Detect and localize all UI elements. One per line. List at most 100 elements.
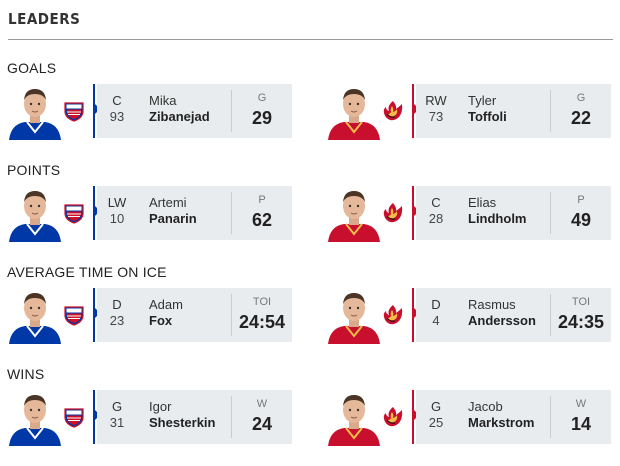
player-number: 25 — [428, 415, 444, 430]
team-color-bar — [412, 84, 414, 138]
team-color-bar — [93, 390, 95, 444]
leader-section: GOALS C 93 Mika Zibanejad G 29 RW 73 Tyler Toffoli… — [0, 60, 620, 160]
leader-card[interactable]: RW 73 Tyler Toffoli G 22 — [326, 82, 611, 140]
player-position: C — [112, 93, 122, 108]
player-number: 73 — [428, 109, 444, 124]
player-info-panel: LW 10 Artemi Panarin P 62 — [97, 186, 292, 240]
flames-logo-icon — [382, 304, 404, 326]
player-number: 10 — [109, 211, 125, 226]
player-last-name[interactable]: Panarin — [149, 211, 197, 226]
player-position: D — [112, 297, 122, 312]
player-position: G — [430, 399, 442, 414]
rangers-logo-icon — [63, 304, 85, 326]
player-info-panel: G 31 Igor Shesterkin W 24 — [97, 390, 292, 444]
category-label: WINS — [7, 366, 45, 382]
player-last-name[interactable]: Shesterkin — [149, 415, 216, 430]
player-first-name: Mika — [149, 93, 177, 108]
player-photo — [326, 184, 382, 242]
player-last-name[interactable]: Markstrom — [468, 415, 535, 430]
player-last-name[interactable]: Toffoli — [468, 109, 507, 124]
leader-section: AVERAGE TIME ON ICE D 23 Adam Fox TOI 24:54 D 4 R… — [0, 264, 620, 364]
player-position: D — [431, 297, 441, 312]
leader-card[interactable]: C 93 Mika Zibanejad G 29 — [7, 82, 292, 140]
stat-label: P — [258, 194, 266, 206]
team-color-bar — [412, 186, 414, 240]
player-first-name: Tyler — [468, 93, 497, 108]
rangers-logo-icon — [63, 202, 85, 224]
title-divider — [8, 39, 613, 40]
player-number: 4 — [432, 313, 440, 328]
player-first-name: Artemi — [149, 195, 187, 210]
player-last-name[interactable]: Lindholm — [468, 211, 527, 226]
leader-section: POINTS LW 10 Artemi Panarin P 62 C 28 Elias Lindho… — [0, 162, 620, 262]
leader-card[interactable]: D 23 Adam Fox TOI 24:54 — [7, 286, 292, 344]
stat-divider — [550, 192, 551, 234]
category-label: POINTS — [7, 162, 61, 178]
player-photo — [7, 82, 63, 140]
flames-logo-icon — [382, 202, 404, 224]
player-last-name[interactable]: Zibanejad — [149, 109, 210, 124]
stat-label: TOI — [571, 296, 591, 308]
stat-value: 24:54 — [238, 312, 286, 332]
player-position: LW — [107, 195, 127, 210]
page-title: LEADERS — [8, 10, 81, 28]
stat-value: 14 — [570, 414, 592, 434]
team-color-bar — [93, 84, 95, 138]
player-info-panel: D 4 Rasmus Andersson TOI 24:35 — [416, 288, 611, 342]
stat-value: 49 — [570, 210, 592, 230]
player-photo — [7, 388, 63, 446]
player-info-panel: D 23 Adam Fox TOI 24:54 — [97, 288, 292, 342]
stat-divider — [231, 192, 232, 234]
team-color-bar — [412, 390, 414, 444]
player-first-name: Igor — [149, 399, 172, 414]
team-color-bar — [412, 288, 414, 342]
player-photo — [326, 82, 382, 140]
stat-divider — [550, 294, 551, 336]
player-photo — [7, 286, 63, 344]
stat-label: P — [577, 194, 585, 206]
category-label: GOALS — [7, 60, 57, 76]
player-info-panel: C 28 Elias Lindholm P 49 — [416, 186, 611, 240]
player-first-name: Rasmus — [468, 297, 516, 312]
stat-divider — [231, 396, 232, 438]
stat-label: G — [576, 92, 586, 104]
flames-logo-icon — [382, 406, 404, 428]
player-position: RW — [425, 93, 447, 108]
rangers-logo-icon — [63, 406, 85, 428]
team-color-bar — [93, 186, 95, 240]
player-position: C — [431, 195, 441, 210]
team-color-bar — [93, 288, 95, 342]
stat-label: TOI — [252, 296, 272, 308]
leader-card[interactable]: G 31 Igor Shesterkin W 24 — [7, 388, 292, 446]
stat-value: 62 — [251, 210, 273, 230]
player-first-name: Adam — [149, 297, 183, 312]
player-last-name[interactable]: Fox — [149, 313, 173, 328]
leader-card[interactable]: LW 10 Artemi Panarin P 62 — [7, 184, 292, 242]
player-photo — [7, 184, 63, 242]
flames-logo-icon — [382, 100, 404, 122]
stat-label: W — [256, 398, 268, 410]
player-number: 28 — [428, 211, 444, 226]
stat-divider — [231, 90, 232, 132]
player-info-panel: C 93 Mika Zibanejad G 29 — [97, 84, 292, 138]
rangers-logo-icon — [63, 100, 85, 122]
stat-divider — [550, 396, 551, 438]
leader-card[interactable]: D 4 Rasmus Andersson TOI 24:35 — [326, 286, 611, 344]
player-info-panel: G 25 Jacob Markstrom W 14 — [416, 390, 611, 444]
player-first-name: Jacob — [468, 399, 503, 414]
stat-divider — [550, 90, 551, 132]
player-photo — [326, 286, 382, 344]
player-first-name: Elias — [468, 195, 497, 210]
leader-card[interactable]: C 28 Elias Lindholm P 49 — [326, 184, 611, 242]
player-info-panel: RW 73 Tyler Toffoli G 22 — [416, 84, 611, 138]
player-photo — [326, 388, 382, 446]
stat-value: 22 — [570, 108, 592, 128]
player-position: G — [111, 399, 123, 414]
player-number: 23 — [109, 313, 125, 328]
stat-value: 29 — [251, 108, 273, 128]
leader-card[interactable]: G 25 Jacob Markstrom W 14 — [326, 388, 611, 446]
player-number: 93 — [109, 109, 125, 124]
player-last-name[interactable]: Andersson — [468, 313, 536, 328]
stat-value: 24:35 — [557, 312, 605, 332]
stat-label: G — [257, 92, 267, 104]
